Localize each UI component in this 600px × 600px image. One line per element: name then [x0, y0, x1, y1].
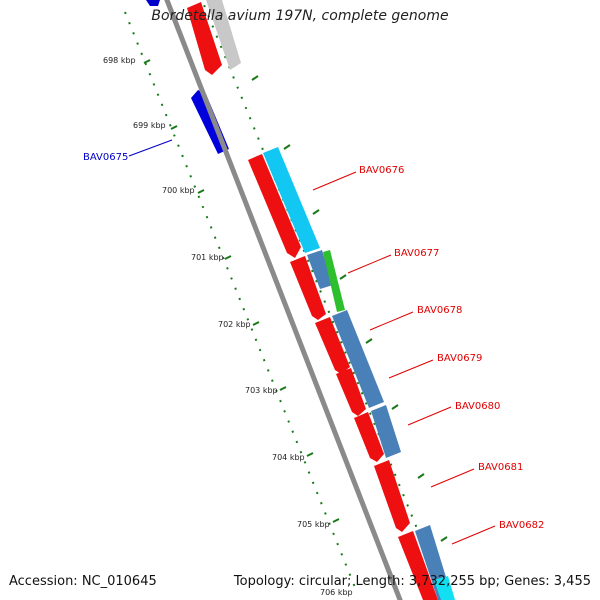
tick-label-700: 700 kbp: [162, 186, 195, 195]
gene-block-BAV0680-blue[interactable]: [371, 405, 401, 458]
tick-701: [224, 255, 232, 260]
gene-block-top-gray[interactable]: [206, 0, 241, 70]
gene-block-BAV0678-red[interactable]: [315, 317, 350, 374]
leader-BAV0681: [430, 468, 475, 488]
gene-label-BAV0681[interactable]: BAV0681: [478, 462, 523, 473]
map-title: Bordetella avium 197N, complete genome: [151, 8, 449, 24]
gene-block-BAV0676-red[interactable]: [248, 154, 301, 258]
tick-705: [332, 518, 340, 523]
tick-label-702: 702 kbp: [218, 320, 251, 329]
forward-gene-track: [187, 0, 455, 600]
tick-label-703: 703 kbp: [245, 386, 278, 395]
leader-BAV0678: [369, 311, 414, 331]
gene-label-BAV0675[interactable]: BAV0675: [83, 152, 128, 163]
accession-text: Accession: NC_010645: [9, 574, 157, 589]
tick-label-698: 698 kbp: [103, 56, 136, 65]
ruler-major-ticks: 698 kbp 699 kbp 700 kbp 701 kbp 702 kbp …: [103, 56, 353, 597]
tick-label-706: 706 kbp: [320, 588, 353, 597]
tick-label-705: 705 kbp: [297, 520, 330, 529]
inner-ruler-dots: [200, 0, 441, 586]
gene-label-BAV0679[interactable]: BAV0679: [437, 353, 482, 364]
gene-block-BAV0680-red[interactable]: [354, 412, 384, 462]
topology-text: Topology: circular; Length: 3,732,255 bp…: [233, 574, 591, 589]
leader-BAV0682: [451, 525, 496, 545]
leader-BAV0675: [128, 139, 173, 157]
genome-backbone: [164, 0, 403, 600]
tick-703: [279, 386, 287, 391]
outer-ruler-dots: [124, 11, 357, 591]
tick-label-701: 701 kbp: [191, 253, 224, 262]
gene-block-BAV0677-blue[interactable]: [307, 250, 333, 289]
leader-BAV0676: [312, 171, 357, 191]
gene-block-BAV0682-red[interactable]: [398, 531, 438, 600]
gene-block-BAV0681-red[interactable]: [374, 460, 410, 532]
gene-label-BAV0677[interactable]: BAV0677: [394, 248, 439, 259]
gene-block-reverse-top[interactable]: [146, 0, 160, 6]
gene-label-BAV0680[interactable]: BAV0680: [455, 401, 500, 412]
inner-ruler-ticks: [251, 75, 448, 542]
tick-698: [143, 59, 151, 64]
gene-label-BAV0678[interactable]: BAV0678: [417, 305, 462, 316]
tick-700: [197, 189, 205, 194]
tick-704: [306, 452, 314, 457]
gene-block-BAV0676-cyan[interactable]: [263, 147, 320, 253]
gene-block-BAV0678-blue[interactable]: [332, 310, 384, 408]
gene-block-BAV0677-red[interactable]: [290, 256, 326, 320]
leader-BAV0677: [347, 254, 392, 274]
leader-BAV0679: [388, 359, 434, 379]
tick-label-704: 704 kbp: [272, 453, 305, 462]
gene-block-BAV0682-cyan[interactable]: [434, 576, 455, 600]
tick-label-699: 699 kbp: [133, 121, 166, 130]
gene-label-BAV0682[interactable]: BAV0682: [499, 520, 544, 531]
gene-label-BAV0676[interactable]: BAV0676: [359, 165, 404, 176]
gene-labels: BAV0675 BAV0676 BAV0677 BAV0678 BAV0679 …: [83, 139, 544, 545]
tick-702: [252, 321, 260, 326]
gene-block-BAV0677-green[interactable]: [323, 250, 345, 312]
gene-block-BAV0679-red[interactable]: [336, 368, 366, 416]
gene-block-top-red[interactable]: [187, 2, 222, 75]
tick-699: [170, 125, 178, 130]
leader-BAV0680: [407, 406, 452, 426]
